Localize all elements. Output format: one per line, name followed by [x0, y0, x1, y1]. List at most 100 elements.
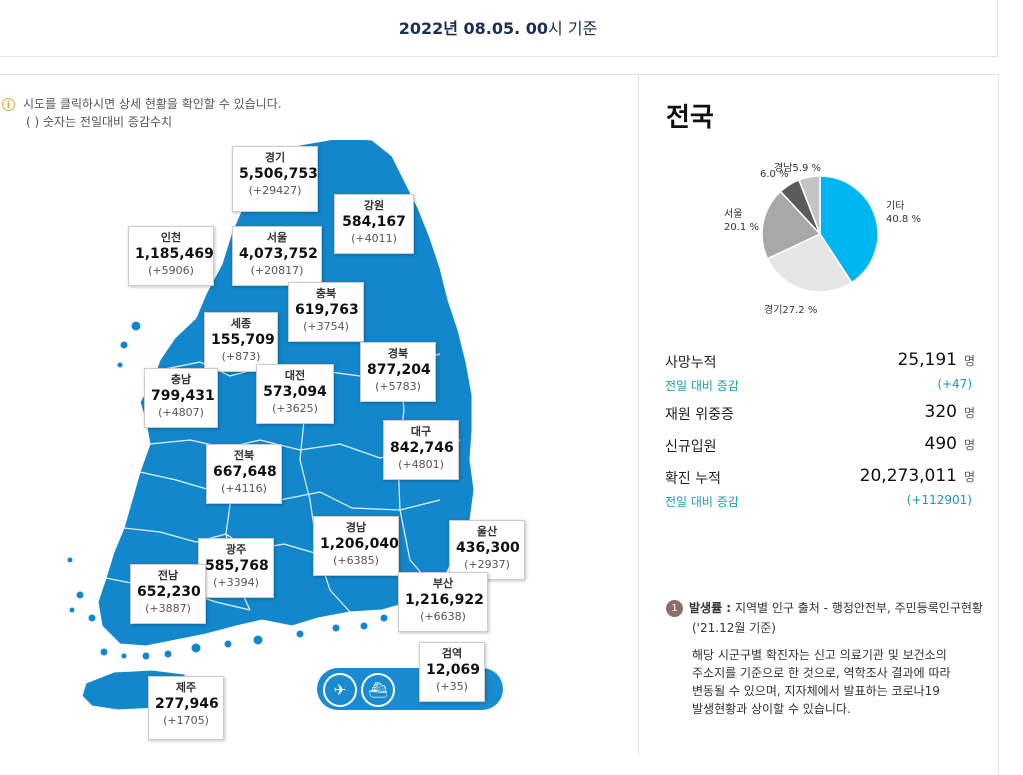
region-daegu[interactable]: 대구 842,746 (+4801)	[383, 420, 459, 480]
region-name: 검역	[441, 647, 463, 660]
region-total: 652,230	[137, 584, 201, 600]
region-delta: (+29427)	[248, 184, 302, 197]
change-label: 전일 대비 증감	[665, 495, 739, 509]
region-jeonnam[interactable]: 전남 652,230 (+3887)	[130, 564, 206, 624]
region-name: 인천	[160, 231, 182, 244]
region-total: 842,746	[390, 440, 454, 456]
region-chungnam[interactable]: 충남 799,431 (+4807)	[144, 368, 218, 428]
region-name: 경기	[264, 151, 286, 164]
region-delta: (+5783)	[375, 380, 421, 393]
region-total: 877,204	[367, 362, 431, 378]
note-line: 주소지를 기준으로 한 것으로, 역학조사 결과에 따라	[692, 666, 951, 680]
region-name: 서울	[266, 231, 288, 244]
panel-divider	[638, 74, 639, 754]
region-name: 울산	[476, 525, 498, 538]
region-name: 세종	[230, 317, 252, 330]
stat-unit: 명	[963, 406, 975, 420]
region-ulsan[interactable]: 울산 436,300 (+2937)	[449, 520, 525, 580]
stat-unit: 명	[963, 470, 975, 484]
note-line: 해당 시군구별 확진자는 신고 의료기관 및 보건소의	[692, 648, 947, 662]
footnote-text: 지역별 인구 출처 - 행정안전부, 주민등록인구현황	[734, 601, 983, 615]
pie-label-seoul: 서울 20.1 %	[724, 209, 759, 233]
region-chungbuk[interactable]: 충북 619,763 (+3754)	[288, 282, 364, 342]
region-gyeongbuk[interactable]: 경북 877,204 (+5783)	[360, 342, 436, 402]
national-title: 전국	[666, 103, 714, 133]
stat-admissions: 신규입원 490 명	[665, 434, 975, 458]
region-name: 경북	[387, 347, 409, 360]
pie-svg	[761, 175, 879, 293]
change-value: (+47)	[937, 377, 972, 391]
region-name: 충북	[315, 287, 337, 300]
region-incheon[interactable]: 인천 1,185,469 (+5906)	[128, 226, 214, 286]
region-daejeon[interactable]: 대전 573,094 (+3625)	[256, 364, 334, 424]
stat-label: 재원 위중증	[665, 407, 734, 423]
notice-line-1: 시도를 클릭하시면 상세 현황을 확인할 수 있습니다.	[23, 97, 282, 111]
region-total: 619,763	[295, 302, 359, 318]
region-jeju[interactable]: 제주 277,946 (+1705)	[148, 676, 224, 740]
notice-line-2: ( ) 숫자는 전일대비 증감수치	[26, 115, 173, 129]
stat-value: 20,273,011	[859, 466, 957, 486]
stat-label: 확진 누적	[665, 471, 721, 487]
footnote-number: 1	[666, 600, 683, 617]
region-gangwon[interactable]: 강원 584,167 (+4011)	[334, 194, 414, 254]
change-label: 전일 대비 증감	[665, 379, 739, 393]
region-total: 436,300	[456, 540, 520, 556]
national-pie-chart: 기타 40.8 % 경기27.2 % 서울 20.1 % 6.0 % 경남5.9 %	[720, 150, 940, 330]
stat-unit: 명	[963, 354, 975, 368]
region-delta: (+3625)	[272, 402, 318, 415]
region-delta: (+6385)	[333, 554, 379, 567]
region-total: 1,206,040	[320, 536, 399, 552]
stat-deaths-change: 전일 대비 증감 (+47)	[665, 374, 975, 396]
region-delta: (+873)	[221, 350, 261, 363]
region-delta: (+4011)	[351, 232, 397, 245]
region-gyeongnam[interactable]: 경남 1,206,040 (+6385)	[313, 516, 399, 576]
stat-label: 사망누적	[665, 355, 717, 371]
stat-value: 320	[924, 402, 957, 422]
change-value: (+112901)	[906, 493, 972, 507]
region-seoul[interactable]: 서울 4,073,752 (+20817)	[232, 226, 322, 286]
region-name: 전북	[233, 449, 255, 462]
region-name: 전남	[157, 569, 179, 582]
region-name: 강원	[363, 199, 385, 212]
region-total: 799,431	[151, 388, 215, 404]
region-name: 대구	[410, 425, 432, 438]
region-gwangju[interactable]: 광주 585,768 (+3394)	[198, 538, 274, 598]
footnote-note: 해당 시군구별 확진자는 신고 의료기관 및 보건소의 주소지를 기준으로 한 …	[666, 646, 996, 718]
pie-label-other: 6.0 %	[760, 169, 789, 180]
pie-slice-1	[766, 233, 853, 293]
pie-slice-4	[798, 175, 821, 235]
korea-map[interactable]: 경기 5,506,753 (+29427) 강원 584,167 (+4011)…	[0, 137, 640, 745]
region-busan[interactable]: 부산 1,216,922 (+6638)	[398, 572, 488, 632]
region-delta: (+1705)	[163, 714, 209, 727]
region-total: 585,768	[205, 558, 269, 574]
map-notice: i 시도를 클릭하시면 상세 현황을 확인할 수 있습니다. ( ) 숫자는 전일…	[2, 95, 282, 131]
region-name: 경남	[345, 521, 367, 534]
region-total: 1,216,922	[405, 592, 484, 608]
reference-date: 2022년 08.05. 00시 기준	[398, 19, 598, 38]
ship-icon: ⛴	[361, 673, 395, 707]
region-total: 1,185,469	[135, 246, 214, 262]
region-quarantine[interactable]: 검역 12,069 (+35)	[419, 642, 485, 702]
region-delta: (+5906)	[148, 264, 194, 277]
footnote-title: 발생률 :	[689, 601, 732, 615]
region-total: 155,709	[211, 332, 275, 348]
pie-label-etc: 기타 40.8 %	[886, 201, 921, 225]
footnote-text-2: ('21.12월 기준)	[692, 621, 776, 635]
region-name: 대전	[284, 369, 306, 382]
date-header: 2022년 08.05. 00시 기준	[0, 0, 998, 57]
region-total: 277,946	[155, 696, 219, 712]
stat-unit: 명	[963, 438, 975, 452]
region-gyeonggi[interactable]: 경기 5,506,753 (+29427)	[232, 146, 318, 212]
footnote: 1 발생률 : 지역별 인구 출처 - 행정안전부, 주민등록인구현황 ('21.…	[666, 598, 996, 718]
region-total: 584,167	[342, 214, 406, 230]
pie-label-gyeonggi: 경기27.2 %	[764, 305, 818, 316]
region-delta: (+4807)	[158, 406, 204, 419]
airplane-icon: ✈	[323, 673, 357, 707]
info-icon: i	[2, 98, 15, 111]
pie-slice-2	[761, 190, 822, 260]
region-total: 5,506,753	[239, 166, 318, 182]
region-jeonbuk[interactable]: 전북 667,648 (+4116)	[206, 444, 282, 504]
region-sejong[interactable]: 세종 155,709 (+873)	[204, 312, 278, 372]
stat-label: 신규입원	[665, 439, 717, 455]
region-delta: (+3754)	[303, 320, 349, 333]
